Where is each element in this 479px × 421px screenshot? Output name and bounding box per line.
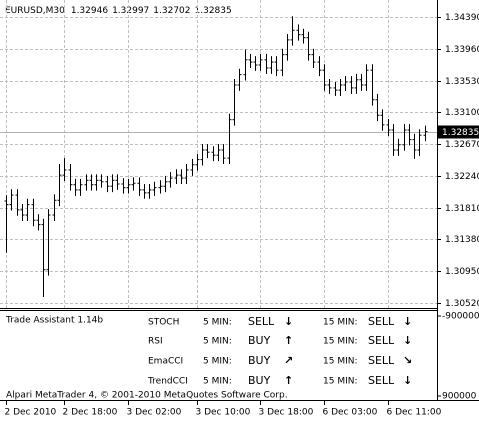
timeframe-label: 5 MIN: — [203, 337, 232, 347]
header-close: 1.32835 — [195, 6, 232, 16]
x-tick-label: 3 Dec 18:00 — [259, 408, 314, 418]
timeframe-label: 5 MIN: — [203, 318, 232, 328]
y-tick-label: 1.30520 — [445, 299, 479, 309]
signal-arrow: ↓ — [403, 334, 412, 347]
signal: SELL — [248, 315, 275, 328]
signal-arrow: ↑ — [284, 374, 293, 387]
signal-arrow: ↗ — [284, 354, 293, 367]
footer: Alpari MetaTrader 4, © 2001-2010 MetaQuo… — [6, 391, 288, 401]
y-tick-label: 1.32240 — [445, 172, 479, 182]
chart-header: EURUSD,M30 1.32946 1.32997 1.32702 1.32835 — [5, 6, 232, 16]
y-tick-label: 1.33100 — [445, 108, 479, 118]
timeframe-label: 15 MIN: — [323, 377, 358, 387]
indicator-name: EmaCCI — [148, 357, 183, 367]
y-tick-label: 1.33960 — [445, 45, 479, 55]
signal: BUY — [248, 334, 271, 347]
timeframe-label: 15 MIN: — [323, 318, 358, 328]
signal-arrow: ↘ — [403, 354, 412, 367]
header-high: 1.32997 — [112, 6, 149, 16]
timeframe-label: 5 MIN: — [203, 357, 232, 367]
signal: SELL — [368, 334, 395, 347]
indicator-name: TrendCCI — [147, 377, 188, 387]
timeframe-label: 15 MIN: — [323, 337, 358, 347]
indicator-name: STOCH — [148, 318, 179, 328]
indicator-title: Trade Assistant 1.14b — [5, 316, 103, 326]
current-price-label: 1.32835 — [442, 128, 479, 138]
signal: SELL — [368, 315, 395, 328]
signal: SELL — [368, 374, 395, 387]
indicator-name: RSI — [148, 337, 163, 347]
signal-arrow: ↓ — [284, 315, 293, 328]
signal-arrow: ↑ — [284, 334, 293, 347]
x-tick-label: 3 Dec 10:00 — [196, 408, 251, 418]
header-low: 1.32702 — [153, 6, 190, 16]
y-tick-label: 1.34390 — [445, 13, 479, 23]
signal-arrow: ↓ — [403, 315, 412, 328]
signal: BUY — [248, 374, 271, 387]
y-tick-label: 900000 — [442, 392, 477, 402]
y-tick-label: 1.33530 — [445, 77, 479, 87]
x-tick-label: 6 Dec 11:00 — [387, 408, 442, 418]
x-tick-label: 3 Dec 02:00 — [127, 408, 182, 418]
symbol: EURUSD,M30 — [5, 6, 65, 16]
y-tick-label: 1.31380 — [445, 235, 479, 245]
y-tick-label: 1.32670 — [445, 140, 479, 150]
x-tick-label: 6 Dec 03:00 — [323, 408, 378, 418]
header-open: 1.32946 — [71, 6, 108, 16]
x-tick-label: 2 Dec 18:00 — [63, 408, 118, 418]
y-tick-label: 1.30950 — [445, 267, 479, 277]
signal: SELL — [368, 354, 395, 367]
timeframe-label: 5 MIN: — [203, 377, 232, 387]
signal: BUY — [248, 354, 271, 367]
y-tick-label: 1.31810 — [445, 204, 479, 214]
signal-arrow: ↓ — [403, 374, 412, 387]
timeframe-label: 15 MIN: — [323, 357, 358, 367]
x-tick-label: 2 Dec 2010 — [5, 408, 57, 418]
current-price-box — [438, 125, 479, 139]
y-tick-label: -900000 — [442, 312, 479, 322]
